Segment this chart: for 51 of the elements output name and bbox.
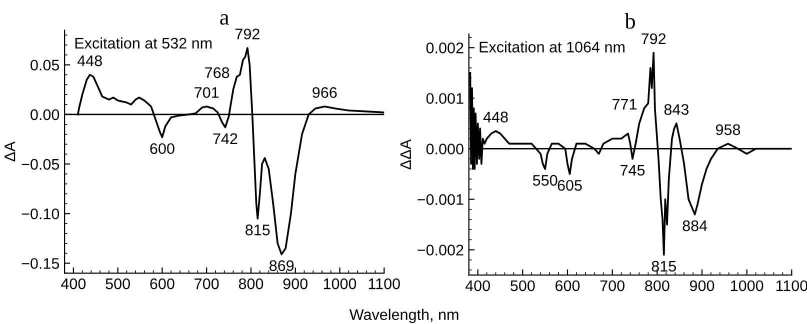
y-tick-label: −0.002 [418,244,464,256]
annotation: 792 [642,33,666,44]
y-tick-label: −0.001 [418,194,464,205]
x-tick-label: 1100 [368,278,400,290]
chart-title: a [220,14,229,25]
x-tick-label: 500 [106,278,130,290]
annotation: 792 [235,28,260,40]
annotation: 966 [312,87,337,98]
annotation: 701 [194,87,219,98]
x-tick-label: 700 [600,280,624,292]
annotation: 869 [270,260,294,272]
annotation: 600 [150,143,174,154]
x-tick-label: 1000 [324,278,356,290]
annotation: 448 [483,112,508,122]
x-tick-label: 900 [690,280,714,292]
x-tick-label: 400 [465,280,490,292]
y-tick-label: 0.00 [30,109,60,120]
y-tick-label: 0.05 [30,60,60,71]
x-tick-label: 400 [61,278,86,290]
chart-title: b [624,13,635,29]
y-axis-title: ΔA [4,141,16,162]
annotation: Excitation at 532 nm [75,37,212,49]
annotation: Excitation at 1064 nm [480,41,624,52]
y-axis-title: ΔΔA [400,139,411,170]
annotation: 742 [213,133,238,144]
annotation: 448 [77,55,102,66]
x-tick-label: 900 [283,278,308,290]
annotation: 550 [532,174,558,186]
x-tick-label: 1000 [731,280,764,292]
annotation: 884 [682,220,708,232]
annotation: 843 [664,104,689,115]
y-tick-label: 0.001 [426,93,464,104]
x-axis-title: Wavelength, nm [349,308,458,324]
y-tick-label: 0.002 [426,42,464,54]
x-tick-label: 600 [150,278,174,290]
x-tick-label: 500 [510,280,535,292]
y-tick-label: −0.10 [22,208,60,220]
annotation: 605 [558,180,582,191]
x-tick-label: 600 [556,280,580,292]
annotation: 815 [246,224,270,236]
annotation: 771 [612,98,636,110]
annotation: 815 [652,260,676,272]
y-tick-label: 0.000 [426,144,464,154]
x-tick-label: 800 [645,280,670,292]
y-tick-label: −0.15 [22,258,60,269]
annotation: 958 [716,124,740,136]
annotation: 745 [620,164,645,176]
y-tick-label: −0.05 [22,158,60,170]
annotation: 768 [205,67,230,78]
x-tick-label: 800 [238,278,264,290]
x-tick-label: 700 [194,278,219,290]
